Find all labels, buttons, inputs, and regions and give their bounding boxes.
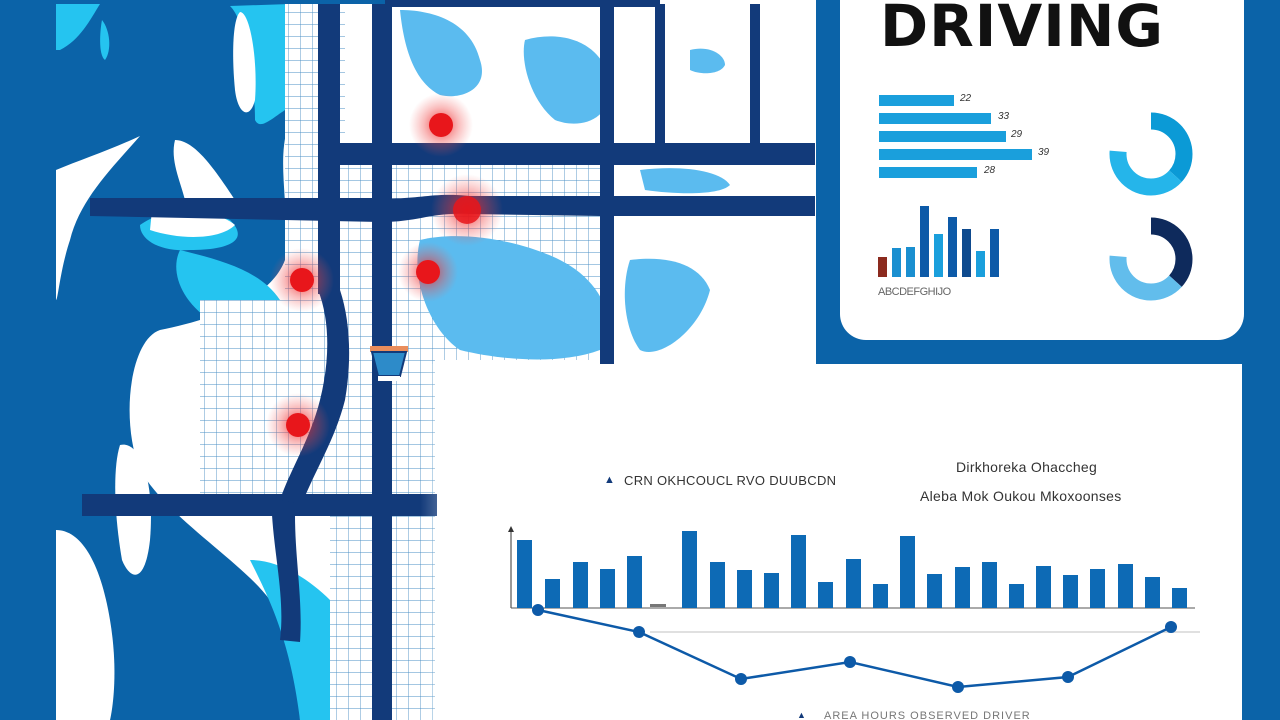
hotspots-layer bbox=[266, 93, 503, 457]
hbar-5-label: 28 bbox=[984, 165, 996, 176]
vertical-bar-chart bbox=[878, 200, 1003, 277]
hbar-4-label: 39 bbox=[1038, 147, 1050, 158]
right-frame bbox=[1242, 364, 1280, 720]
caption-right-1: Dirkhoreka Ohaccheg bbox=[956, 459, 1098, 475]
vbar bbox=[920, 206, 929, 277]
tower-icon bbox=[370, 346, 408, 381]
hbar-2 bbox=[879, 113, 991, 124]
hbar-3-label: 29 bbox=[1011, 129, 1023, 140]
caption-right-2: Aleba Mok Oukou Mkoxoonses bbox=[920, 488, 1122, 504]
vbar bbox=[948, 217, 957, 277]
legend-marker-icon: ▲ bbox=[797, 710, 806, 720]
donut-chart-1 bbox=[1109, 112, 1193, 196]
vbar bbox=[934, 234, 943, 277]
bar-line-chart bbox=[508, 526, 1200, 693]
caption-left: CRN OKHCOUCL RVO DUUBCDN bbox=[624, 473, 837, 488]
hbar-5 bbox=[879, 167, 977, 178]
hbar-4 bbox=[879, 149, 1032, 160]
triangle-icon: ▲ bbox=[604, 474, 615, 486]
city-map bbox=[0, 0, 820, 720]
vbar bbox=[962, 229, 971, 277]
vbar bbox=[906, 247, 915, 277]
vbar bbox=[892, 248, 901, 277]
hbar-1 bbox=[879, 95, 954, 106]
page-title: DRIVING bbox=[880, 0, 1165, 60]
vbar-caption: ABCDEFGHIJO bbox=[878, 286, 951, 298]
caption-bottom: AREA HOURS OBSERVED DRIVER bbox=[824, 710, 1031, 720]
hbar-1-label: 22 bbox=[960, 93, 972, 104]
hbar-2-label: 33 bbox=[998, 111, 1010, 122]
trend-card bbox=[440, 364, 1242, 720]
donut-chart-2 bbox=[1109, 217, 1193, 301]
vbar bbox=[976, 251, 985, 277]
vbar bbox=[990, 229, 999, 277]
vbar bbox=[878, 257, 887, 277]
hbar-3 bbox=[879, 131, 1006, 142]
